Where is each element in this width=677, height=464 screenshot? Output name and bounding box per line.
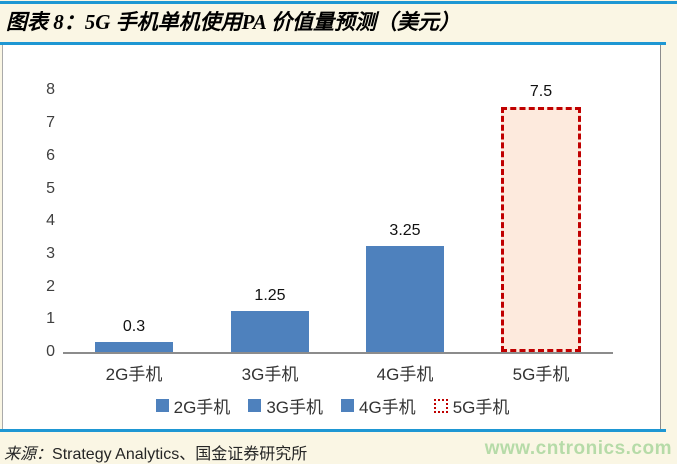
bar-3G手机 [231,311,309,352]
category-label-2G手机: 2G手机 [105,365,163,384]
value-label: 7.5 [529,83,553,100]
legend-item-4G手机: 4G手机 [341,393,416,418]
source-note: 来源：Strategy Analytics、国金证券研究所 [4,440,307,464]
top-blue-rule [0,1,677,4]
legend: 2G手机 3G手机 4G手机 5G手机 [3,393,662,418]
legend-swatch-icon [433,398,448,413]
value-label: 0.3 [122,318,146,335]
footer: 来源：Strategy Analytics、国金证券研究所 www.cntron… [0,436,677,464]
chart-title: 图表 8：5G 手机单机使用PA 价值量预测（美元） [6,10,461,34]
y-axis-tick-label: 8 [46,81,55,99]
legend-item-2G手机: 2G手机 [155,393,231,418]
y-axis-tick-label: 3 [46,244,55,262]
chart-panel: 0 1 2 3 4 5 6 7 8 0.3 1.25 3.25 7.5 2G手机 3G手机 4G手机 5G手… [2,45,661,429]
legend-item-3G手机: 3G手机 [248,393,323,418]
legend-label: 2G手机 [173,398,231,417]
legend-label: 5G手机 [452,398,510,417]
legend-swatch-icon [341,399,354,412]
y-axis-tick-label: 4 [46,212,55,230]
bottom-blue-rule [0,429,666,432]
y-axis-tick-label: 0 [46,343,55,360]
legend-swatch-icon [155,399,169,412]
category-label-3G手机: 3G手机 [241,365,299,384]
y-axis-tick-label: 1 [46,310,55,328]
y-axis-tick-label: 6 [46,146,55,164]
bar-2G手机 [95,342,173,352]
bar-5G手机 [501,107,581,352]
y-axis-tick-label: 7 [46,114,55,132]
source-prefix-label: 来源： [4,446,53,463]
x-axis-line [63,352,613,354]
watermark-text: www.cntronics.com [484,438,672,459]
legend-label: 3G手机 [266,398,323,417]
bar-4G手机 [366,246,444,352]
y-axis-tick-label: 5 [46,179,55,197]
value-label: 3.25 [389,222,421,239]
y-axis-tick-label: 2 [46,277,55,295]
legend-swatch-icon [248,399,262,412]
legend-label: 4G手机 [359,398,416,417]
legend-item-5G手机: 5G手机 [433,393,510,418]
category-label-4G手机: 4G手机 [376,365,434,384]
category-label-5G手机: 5G手机 [512,365,570,384]
value-label: 1.25 [254,287,286,304]
title-divider-rule [0,42,666,45]
source-text: Strategy Analytics、国金证券研究所 [52,446,308,463]
